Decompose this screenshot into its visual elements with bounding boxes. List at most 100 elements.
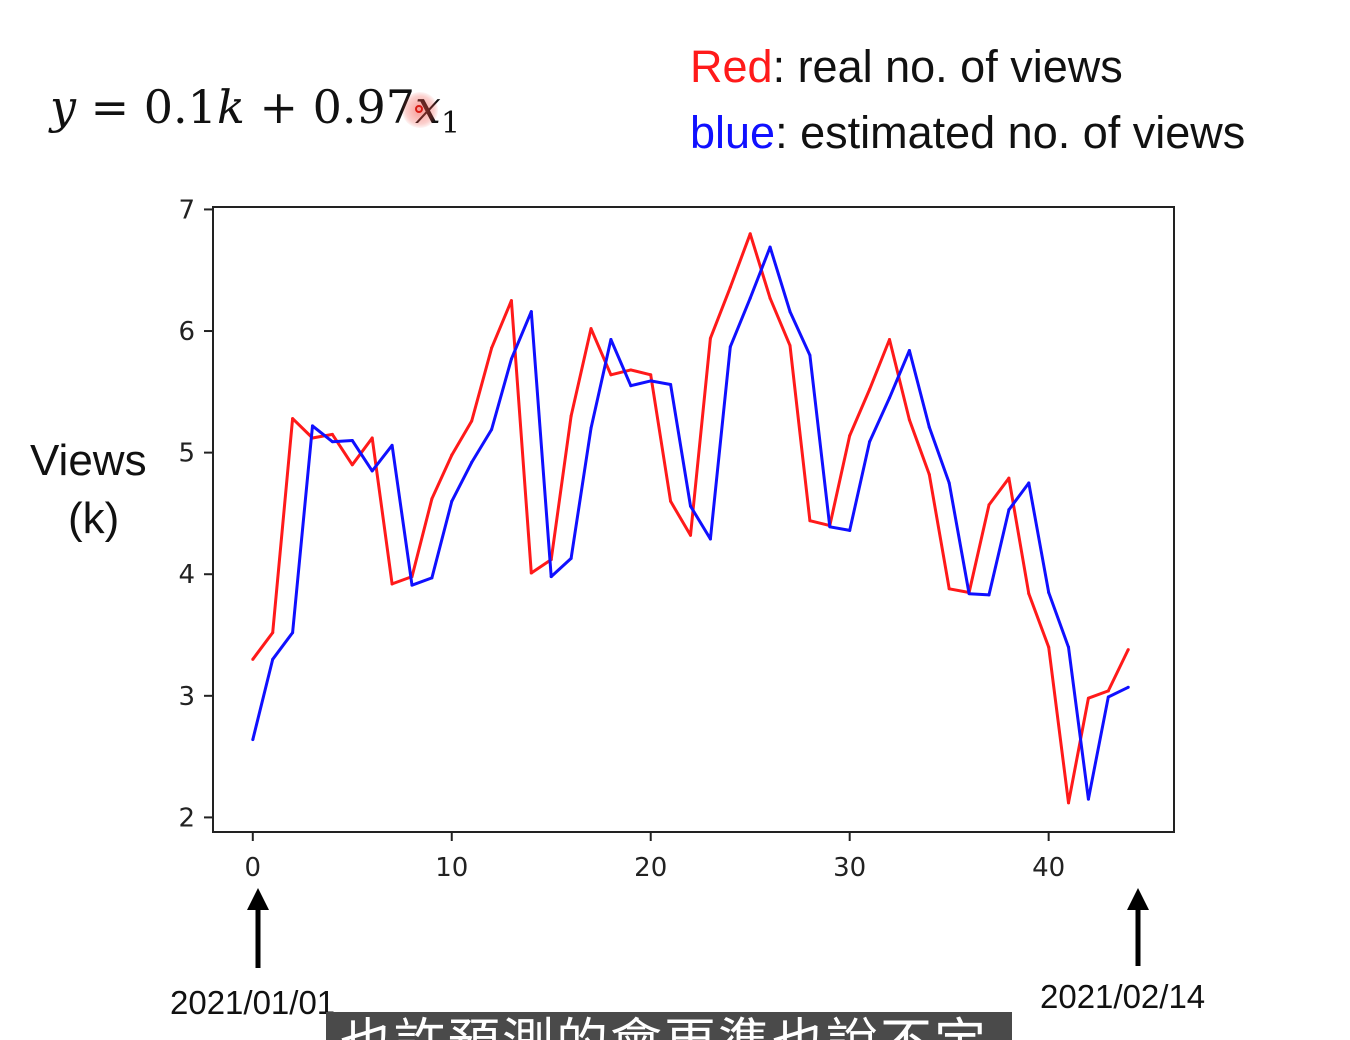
data-point-blue [1067, 645, 1071, 649]
y-axis-label-line2: (k) [68, 494, 120, 543]
x-tick-label: 10 [435, 853, 468, 883]
start-arrow-head-icon [247, 888, 269, 910]
data-point-blue [430, 576, 434, 580]
data-point-red [927, 473, 931, 477]
legend-red-entry: Red: real no. of views [690, 34, 1245, 100]
data-point-blue [609, 338, 613, 342]
y-tick-label: 5 [178, 439, 195, 469]
data-point-blue [390, 443, 394, 447]
data-point-red [728, 285, 732, 289]
data-point-red [509, 299, 513, 303]
formula-subscript: 1 [441, 106, 461, 142]
y-tick-label: 3 [178, 682, 195, 712]
data-point-blue [1086, 797, 1090, 801]
data-point-red [748, 232, 752, 236]
end-arrow-head-icon [1127, 888, 1149, 910]
pointer-highlight-icon [402, 92, 438, 128]
data-point-blue [1047, 590, 1051, 594]
data-point-red [370, 436, 374, 440]
data-point-blue [310, 424, 314, 428]
data-point-red [569, 414, 573, 418]
x-tick-label: 30 [833, 853, 866, 883]
data-point-blue [927, 425, 931, 429]
data-point-blue [967, 592, 971, 596]
y-tick-label: 2 [178, 803, 195, 833]
y-tick-label: 6 [178, 317, 195, 347]
data-point-blue [748, 296, 752, 300]
data-point-blue [350, 438, 354, 442]
data-point-blue [669, 383, 673, 387]
data-point-blue [470, 460, 474, 464]
data-point-red [708, 336, 712, 340]
data-point-red [1067, 801, 1071, 805]
legend-red-word: Red [690, 41, 773, 92]
data-point-red [589, 327, 593, 331]
y-axis-label-line1: Views [30, 436, 147, 485]
data-point-blue [291, 631, 295, 635]
legend: Red: real no. of views blue: estimated n… [690, 34, 1245, 166]
data-point-blue [868, 440, 872, 444]
data-point-blue [768, 245, 772, 249]
data-point-red [251, 657, 255, 661]
data-point-red [291, 417, 295, 421]
data-point-red [1027, 592, 1031, 596]
legend-red-text: : real no. of views [772, 41, 1123, 92]
data-point-blue [251, 738, 255, 742]
data-point-red [887, 338, 891, 342]
series-line-red [251, 232, 1130, 805]
data-point-blue [987, 593, 991, 597]
x-tick-label: 0 [245, 853, 262, 883]
data-point-blue [370, 469, 374, 473]
data-point-red [609, 373, 613, 377]
data-point-blue [907, 348, 911, 352]
data-point-red [390, 582, 394, 586]
data-point-blue [708, 537, 712, 541]
subtitle-text: 也許預測的會更準也說不定 [340, 1018, 988, 1040]
data-point-blue [808, 353, 812, 357]
subtitle-caption: 也許預測的會更準也說不定 [326, 1012, 1012, 1040]
data-point-red [1106, 689, 1110, 693]
data-point-red [490, 346, 494, 350]
data-point-blue [728, 345, 732, 349]
data-point-blue [549, 575, 553, 579]
data-point-blue [828, 525, 832, 529]
data-point-blue [689, 504, 693, 508]
data-point-red [1086, 696, 1090, 700]
data-point-red [629, 368, 633, 372]
data-point-red [788, 344, 792, 348]
data-point-blue [788, 310, 792, 314]
data-point-blue [1126, 685, 1130, 689]
data-point-red [868, 387, 872, 391]
start-date-label: 2021/01/01 [170, 984, 336, 1021]
data-point-blue [330, 440, 334, 444]
data-point-red [1047, 645, 1051, 649]
y-tick-label: 7 [178, 195, 195, 225]
data-point-blue [490, 428, 494, 432]
legend-blue-text: : estimated no. of views [775, 107, 1246, 158]
formula-y: y [50, 80, 76, 134]
data-point-blue [410, 583, 414, 587]
y-axis-label: Views (k) [30, 432, 170, 548]
end-date-label: 2021/02/14 [1040, 978, 1206, 1015]
data-point-red [907, 418, 911, 422]
tick-layer: 0 10 20 30 40 2 3 4 5 6 7 [178, 195, 1065, 883]
data-point-red [649, 373, 653, 377]
y-tick-label: 4 [178, 560, 195, 590]
data-point-blue [649, 379, 653, 383]
x-tick-label: 20 [634, 853, 667, 883]
data-point-red [1126, 648, 1130, 652]
data-point-red [330, 432, 334, 436]
data-point-red [1007, 476, 1011, 480]
data-point-red [987, 503, 991, 507]
data-point-red [271, 631, 275, 635]
data-point-blue [887, 396, 891, 400]
data-point-red [947, 587, 951, 591]
data-point-blue [629, 384, 633, 388]
data-point-red [529, 571, 533, 575]
data-point-red [450, 453, 454, 457]
formula-weight: + 0.97 [244, 80, 416, 134]
series-layer [251, 232, 1130, 805]
data-point-blue [848, 528, 852, 532]
legend-blue-entry: blue: estimated no. of views [690, 100, 1245, 166]
